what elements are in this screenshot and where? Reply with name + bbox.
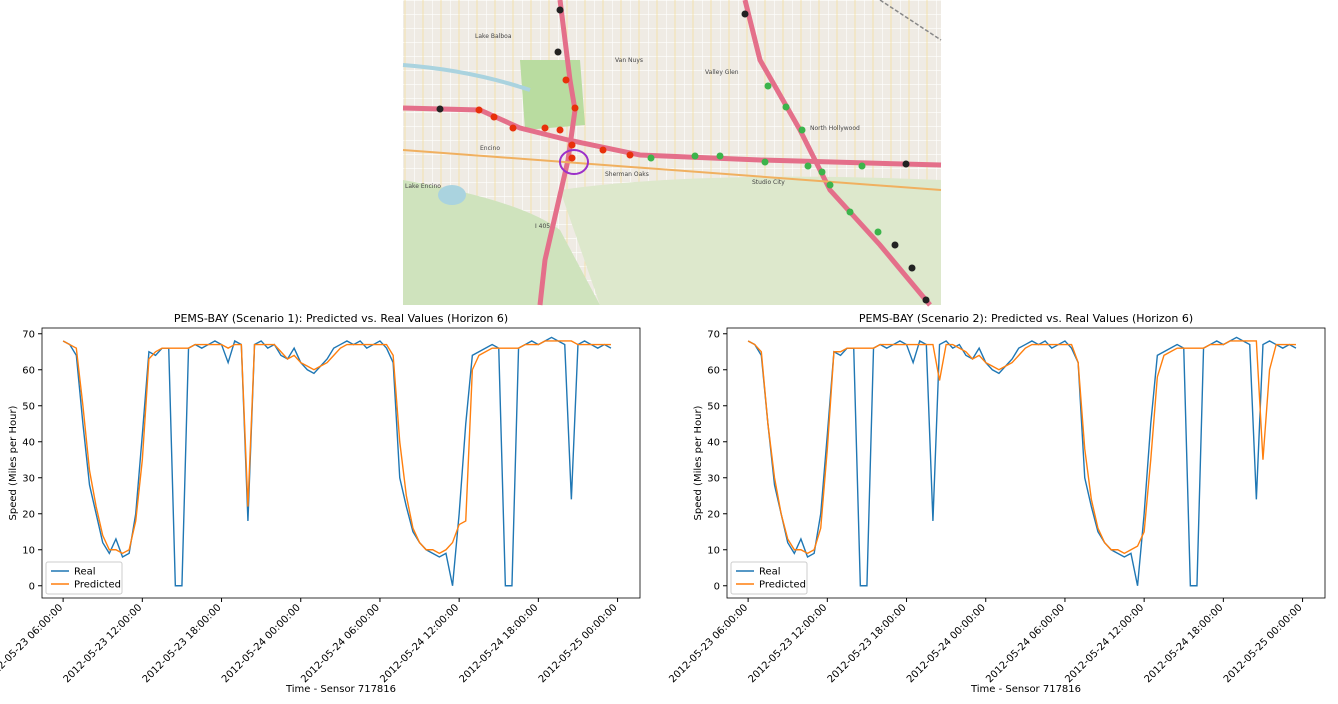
figure: Lake Balboa Van Nuys Valley Glen North H…: [0, 0, 1338, 700]
x-tick-label: 2012-05-24 00:00:00: [220, 602, 303, 685]
legend: Real Predicted: [731, 562, 807, 594]
sensor: [557, 127, 564, 134]
legend-label: Real: [74, 567, 96, 578]
series-line: [748, 337, 1296, 585]
sensor: [569, 142, 576, 149]
sensor: [923, 297, 930, 304]
line-chart: PEMS-BAY (Scenario 1): Predicted vs. Rea…: [0, 312, 640, 695]
x-tick-label: 2012-05-24 12:00:00: [378, 602, 461, 685]
x-tick-label: 2012-05-23 18:00:00: [141, 602, 224, 685]
axes-frame: [42, 328, 640, 598]
legend-label: Predicted: [759, 580, 806, 591]
y-tick-label: 60: [707, 365, 720, 376]
lake: [438, 185, 466, 205]
chart-title: PEMS-BAY (Scenario 2): Predicted vs. Rea…: [859, 312, 1193, 325]
y-tick-label: 30: [22, 473, 35, 484]
y-axis-label: Speed (Miles per Hour): [693, 405, 704, 520]
y-tick-label: 70: [707, 329, 720, 340]
map-label: Lake Encino: [405, 183, 441, 190]
x-tick-label: 2012-05-23 06:00:00: [0, 602, 65, 685]
x-tick-label: 2012-05-25 00:00:00: [1222, 602, 1305, 685]
y-tick-label: 10: [22, 545, 35, 556]
map-label: North Hollywood: [810, 125, 860, 132]
sensor: [648, 155, 655, 162]
sensor: [572, 105, 579, 112]
x-axis-label: Time - Sensor 717816: [970, 684, 1081, 695]
page: Lake Balboa Van Nuys Valley Glen North H…: [0, 0, 1338, 700]
x-tick-label: 2012-05-23 18:00:00: [826, 602, 909, 685]
sensor: [799, 127, 806, 134]
series-line: [63, 337, 611, 585]
sensor: [762, 159, 769, 166]
x-tick-label: 2012-05-23 12:00:00: [747, 602, 830, 685]
map-label: Van Nuys: [615, 57, 643, 64]
sensor: [510, 125, 517, 132]
x-tick-label: 2012-05-23 12:00:00: [62, 602, 145, 685]
y-tick-label: 0: [714, 581, 720, 592]
map: Lake Balboa Van Nuys Valley Glen North H…: [403, 0, 941, 305]
sensor: [909, 265, 916, 272]
sensor: [859, 163, 866, 170]
axes-frame: [727, 328, 1325, 598]
sensor: [827, 182, 834, 189]
y-tick-label: 50: [707, 401, 720, 412]
sensor: [563, 77, 570, 84]
x-tick-label: 2012-05-23 06:00:00: [667, 602, 750, 685]
x-tick-label: 2012-05-25 00:00:00: [537, 602, 620, 685]
sensor: [742, 11, 749, 18]
y-tick-label: 40: [707, 437, 720, 448]
sensor: [692, 153, 699, 160]
sensor: [476, 107, 483, 114]
sensor: [627, 152, 634, 159]
map-label: Lake Balboa: [475, 33, 512, 40]
sensor: [491, 114, 498, 121]
x-tick-label: 2012-05-24 18:00:00: [458, 602, 541, 685]
sensor: [557, 7, 564, 14]
sensor: [805, 163, 812, 170]
x-tick-label: 2012-05-24 06:00:00: [299, 602, 382, 685]
sensor: [892, 242, 899, 249]
x-axis-label: Time - Sensor 717816: [285, 684, 396, 695]
sensor: [783, 104, 790, 111]
legend-label: Predicted: [74, 580, 121, 591]
map-label: I 405: [535, 223, 550, 230]
y-tick-label: 40: [22, 437, 35, 448]
sensor: [875, 229, 882, 236]
y-tick-label: 60: [22, 365, 35, 376]
sensor: [819, 169, 826, 176]
y-tick-label: 10: [707, 545, 720, 556]
x-tick-label: 2012-05-24 06:00:00: [984, 602, 1067, 685]
chart-title: PEMS-BAY (Scenario 1): Predicted vs. Rea…: [174, 312, 508, 325]
sensor: [600, 147, 607, 154]
legend: Real Predicted: [46, 562, 122, 594]
map-label: Encino: [480, 145, 500, 152]
map-label: Valley Glen: [705, 69, 739, 76]
sensor: [847, 209, 854, 216]
y-tick-label: 20: [22, 509, 35, 520]
sensor: [765, 83, 772, 90]
x-tick-label: 2012-05-24 00:00:00: [905, 602, 988, 685]
legend-label: Real: [759, 567, 781, 578]
series-line: [748, 341, 1296, 553]
hills: [560, 177, 941, 305]
y-tick-label: 0: [29, 581, 35, 592]
sensor: [542, 125, 549, 132]
series-line: [63, 341, 611, 553]
x-tick-label: 2012-05-24 12:00:00: [1063, 602, 1146, 685]
line-chart: PEMS-BAY (Scenario 2): Predicted vs. Rea…: [667, 312, 1325, 695]
y-tick-label: 50: [22, 401, 35, 412]
y-tick-label: 20: [707, 509, 720, 520]
x-tick-label: 2012-05-24 18:00:00: [1143, 602, 1226, 685]
y-axis-label: Speed (Miles per Hour): [8, 405, 19, 520]
y-tick-label: 30: [707, 473, 720, 484]
sensor: [555, 49, 562, 56]
sensor: [437, 106, 444, 113]
map-label: Studio City: [752, 179, 785, 186]
sensor: [569, 155, 576, 162]
sensor: [903, 161, 910, 168]
y-tick-label: 70: [22, 329, 35, 340]
sensor: [717, 153, 724, 160]
map-label: Sherman Oaks: [605, 171, 649, 178]
